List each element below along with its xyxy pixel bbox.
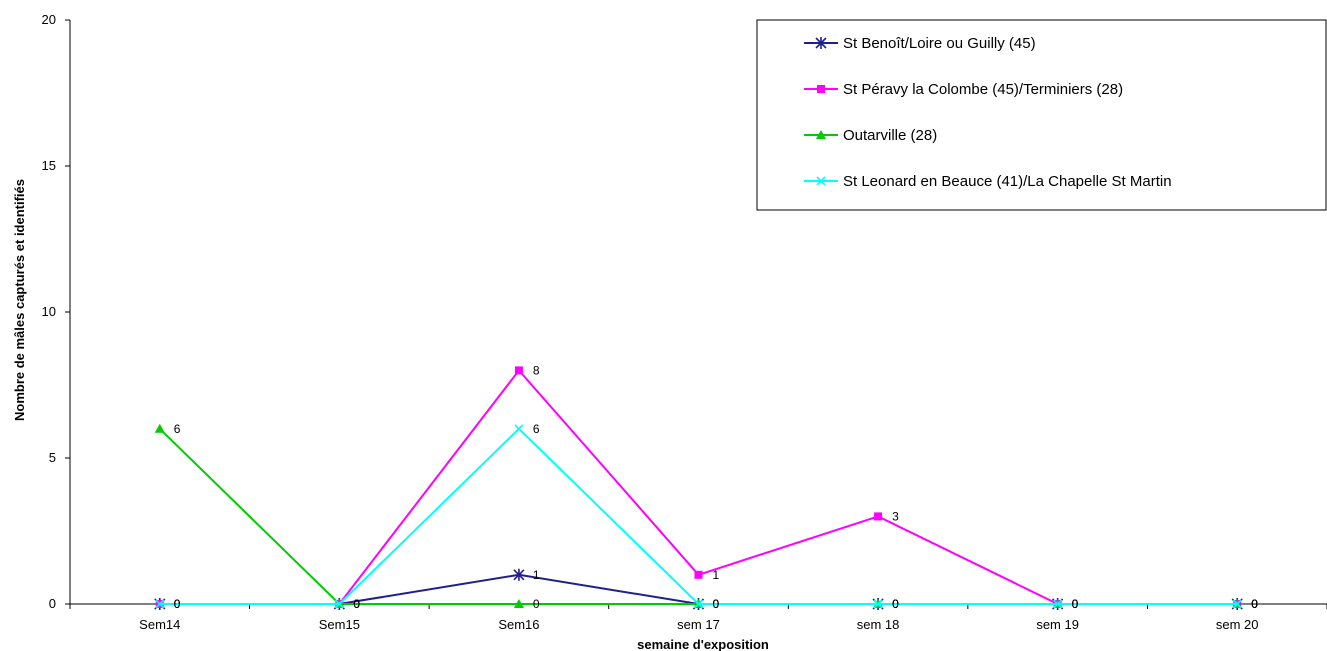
- data-label: 0: [713, 597, 720, 611]
- x-tick-label: Sem14: [139, 617, 180, 632]
- data-label: 0: [892, 597, 899, 611]
- data-point: [514, 366, 523, 375]
- data-label: 0: [713, 597, 720, 611]
- data-label: 0: [353, 597, 360, 611]
- data-label: 6: [174, 422, 181, 436]
- data-label: 0: [174, 597, 181, 611]
- legend-item: St Benoît/Loire ou Guilly (45): [804, 35, 1036, 52]
- data-label: 0: [713, 597, 720, 611]
- data-point: [874, 512, 883, 521]
- data-label: 0: [353, 597, 360, 611]
- legend: St Benoît/Loire ou Guilly (45) St Péravy …: [756, 19, 1327, 211]
- data-label: 0: [1072, 597, 1079, 611]
- data-point: [694, 570, 703, 579]
- legend-label: St Péravy la Colombe (45)/Terminiers (28…: [843, 81, 1123, 98]
- data-label: 3: [892, 509, 899, 523]
- data-point: [816, 130, 826, 139]
- y-axis-title: Nombre de mâles capturés et identifiés: [12, 179, 27, 421]
- x-tick-label: sem 18: [857, 617, 900, 632]
- data-point: [155, 599, 165, 609]
- series-layer: [154, 366, 1243, 610]
- series-2: [155, 366, 1242, 608]
- data-label: 0: [174, 597, 181, 611]
- data-label: 0: [174, 597, 181, 611]
- data-label: 1: [533, 568, 540, 582]
- y-tick-label: 5: [49, 450, 56, 465]
- data-label: 0: [353, 597, 360, 611]
- legend-label: St Leonard en Beauce (41)/La Chapelle St…: [843, 173, 1172, 190]
- data-label: 0: [1072, 597, 1079, 611]
- y-tick-label: 0: [49, 596, 56, 611]
- data-point: [873, 599, 883, 609]
- y-tick-label: 15: [42, 158, 56, 173]
- y-tick-label: 20: [42, 12, 56, 27]
- data-point: [816, 176, 826, 186]
- data-point: [334, 599, 344, 609]
- data-label: 0: [1251, 597, 1258, 611]
- data-label: 0: [1251, 597, 1258, 611]
- series-line: [159, 368, 1238, 605]
- data-point: [513, 599, 524, 608]
- legend-label: St Benoît/Loire ou Guilly (45): [843, 35, 1036, 52]
- legend-label: Outarville (28): [843, 127, 937, 144]
- data-label: 6: [533, 422, 540, 436]
- data-point: [693, 599, 704, 609]
- x-tick-label: sem 19: [1036, 617, 1079, 632]
- data-label: 8: [533, 363, 540, 377]
- data-point: [815, 37, 827, 49]
- x-tick-label: sem 20: [1216, 617, 1259, 632]
- data-point: [1053, 599, 1063, 609]
- data-label: 0: [892, 597, 899, 611]
- data-point: [817, 85, 825, 93]
- legend-box: [756, 19, 1327, 211]
- data-point: [154, 423, 165, 433]
- data-point: [514, 424, 524, 434]
- data-label: 0: [892, 597, 899, 611]
- legend-item: Outarville (28): [804, 127, 937, 144]
- data-point: [1232, 599, 1242, 609]
- y-tick-label: 10: [42, 304, 56, 319]
- data-label: 0: [1072, 597, 1079, 611]
- data-label: 0: [533, 597, 540, 611]
- data-label: 0: [1251, 597, 1258, 611]
- data-label: 0: [1251, 597, 1258, 611]
- series-4: [155, 424, 1242, 609]
- x-tick-label: Sem15: [319, 617, 360, 632]
- data-point: [513, 568, 525, 581]
- legend-item: St Leonard en Beauce (41)/La Chapelle St…: [804, 173, 1172, 190]
- x-tick-label: Sem16: [498, 617, 539, 632]
- data-label: 1: [713, 568, 720, 582]
- x-tick-label: sem 17: [677, 617, 720, 632]
- x-axis-title: semaine d'exposition: [637, 637, 769, 651]
- data-label: 0: [353, 597, 360, 611]
- data-label: 0: [1072, 597, 1079, 611]
- series-3: [154, 423, 1243, 608]
- legend-item: St Péravy la Colombe (45)/Terminiers (28…: [804, 81, 1123, 98]
